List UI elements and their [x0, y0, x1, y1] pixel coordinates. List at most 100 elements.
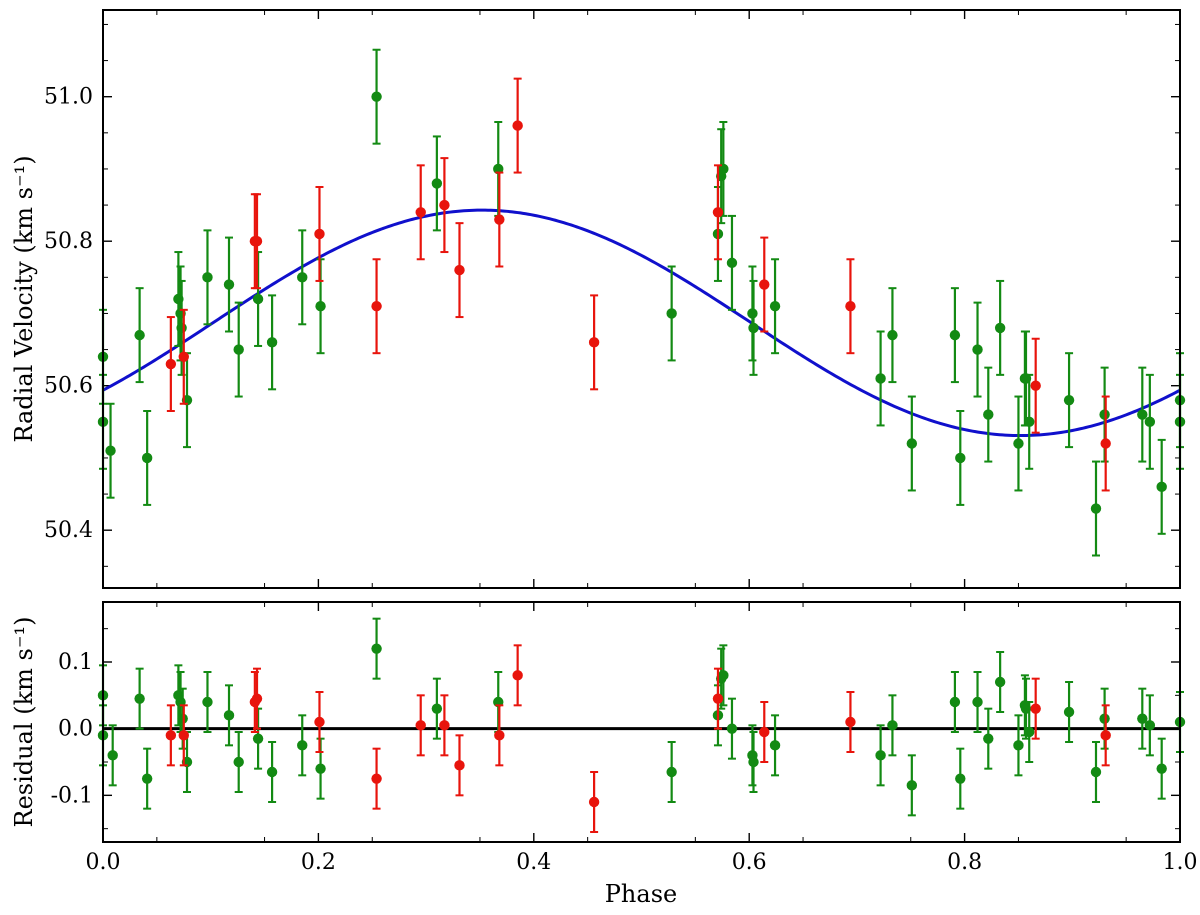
residual-measurement: [439, 694, 450, 757]
residual-measurement: [955, 747, 966, 810]
x-tick-label: 0.4: [516, 850, 551, 875]
data-point: [887, 329, 898, 341]
x-tick-label: 0.8: [947, 850, 982, 875]
residual-measurement: [769, 714, 781, 777]
data-point: [178, 730, 189, 741]
residual-measurement: [994, 651, 1006, 713]
residual-measurement: [983, 707, 994, 770]
rv-measurement: [1144, 373, 1156, 470]
data-point: [955, 773, 966, 784]
rv-y-axis-label-text: Radial Velocity (km s⁻¹): [10, 155, 38, 442]
residual-measurement: [875, 724, 886, 787]
y-tick-label: 50.4: [44, 518, 93, 543]
residual-measurement: [415, 694, 426, 757]
rv-measurement: [494, 171, 505, 268]
data-point: [134, 693, 145, 704]
x-tick-label: 0.2: [301, 850, 336, 875]
rv-model-layer: [102, 208, 1181, 438]
y-tick-label: 0.1: [58, 650, 93, 675]
data-point: [223, 710, 235, 721]
rv-measurement: [134, 287, 145, 384]
data-point: [251, 693, 263, 704]
data-point: [178, 351, 189, 362]
data-point: [1137, 409, 1148, 420]
data-point: [875, 373, 886, 384]
residual-measurement: [494, 704, 505, 767]
residual-measurement: [1100, 704, 1111, 767]
residual-measurement: [202, 671, 213, 733]
rv-measurement: [759, 236, 770, 333]
data-point: [949, 329, 961, 341]
data-point: [972, 696, 983, 708]
residual-panel: -0.1 0.0 0.1 0.0 0.2 0.4 0.6 0.8 1.0 Residual (…: [10, 601, 1198, 908]
rv-measurement: [314, 186, 325, 282]
data-point: [233, 756, 244, 768]
data-point: [712, 207, 724, 218]
data-point: [588, 337, 600, 348]
rv-measurement: [1013, 395, 1024, 492]
model-curve: [102, 208, 1181, 438]
residual-y-tick-labels: -0.1 0.0 0.1: [51, 650, 93, 808]
x-tick-label: 0.0: [86, 850, 121, 875]
rv-measurement: [588, 294, 600, 391]
data-point: [454, 264, 465, 276]
residual-measurement: [726, 697, 738, 760]
data-point: [983, 409, 994, 420]
data-point: [297, 272, 308, 283]
residual-measurement: [588, 771, 600, 833]
rv-measurement: [906, 395, 918, 492]
data-point: [512, 120, 523, 131]
y-tick-label: 51.0: [44, 85, 93, 110]
residual-measurement: [906, 754, 918, 817]
rv-measurement: [454, 222, 465, 319]
data-point: [371, 91, 382, 102]
data-point: [134, 329, 145, 341]
residual-measurement: [165, 704, 177, 767]
data-point: [769, 301, 781, 312]
data-point: [251, 236, 263, 247]
data-point: [1100, 730, 1111, 741]
data-point: [845, 301, 856, 312]
data-point: [141, 452, 153, 464]
data-point: [1024, 726, 1035, 738]
residual-measurement: [223, 684, 235, 747]
data-point: [176, 322, 187, 334]
data-point: [371, 773, 382, 784]
data-point: [371, 643, 382, 654]
data-point: [315, 301, 326, 312]
residual-measurement: [666, 741, 677, 803]
rv-measurement: [1156, 438, 1167, 535]
y-tick-label: 50.8: [44, 229, 93, 254]
rv-measurement: [887, 287, 898, 384]
residual-measurement: [454, 734, 465, 797]
data-point: [712, 693, 724, 704]
residual-measurement: [371, 747, 382, 810]
data-point: [1156, 481, 1167, 493]
residual-measurement: [107, 724, 118, 787]
rv-y-axis-label: Radial Velocity (km s⁻¹): [10, 155, 38, 442]
rv-measurement: [726, 214, 738, 311]
rv-measurement: [1100, 395, 1111, 492]
residual-measurement: [845, 691, 856, 753]
data-point: [1144, 416, 1156, 428]
data-point: [588, 796, 600, 808]
y-tick-label: -0.1: [51, 783, 93, 808]
residual-measurement: [712, 667, 724, 730]
data-point: [1090, 503, 1102, 514]
rv-measurement: [266, 294, 278, 391]
rv-panel: 50.4 50.6 50.8 51.0 Radial Velocity (km s⁻¹…: [10, 9, 1186, 589]
rv-measurement: [1063, 352, 1075, 449]
data-point: [314, 716, 325, 728]
data-point: [165, 358, 177, 370]
residual-measurement: [266, 741, 278, 803]
rv-measurement: [251, 193, 263, 290]
rv-measurement: [202, 229, 213, 326]
data-point: [314, 228, 325, 240]
residual-measurement: [1013, 714, 1024, 777]
residual-measurement: [134, 667, 145, 730]
rv-measurement: [141, 409, 153, 506]
rv-measurement: [769, 258, 781, 355]
data-point: [371, 301, 382, 312]
data-point: [726, 723, 738, 734]
